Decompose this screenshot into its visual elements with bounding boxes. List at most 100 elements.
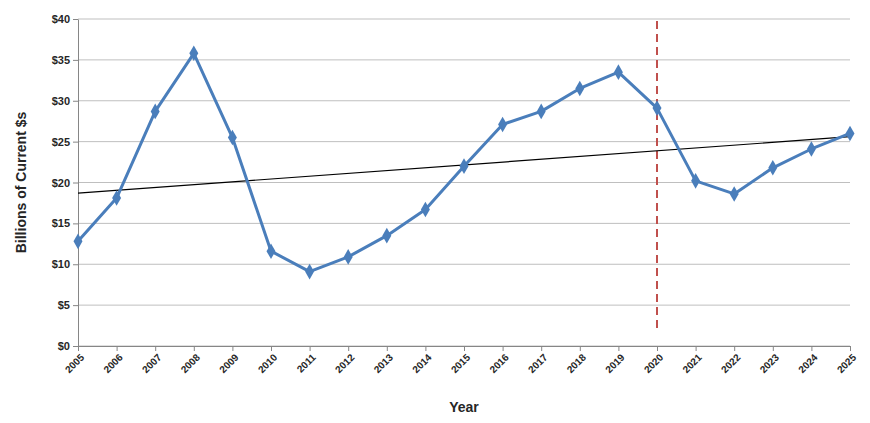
chart: $0$5$10$15$20$25$30$35$40200520062007200… xyxy=(0,0,870,423)
y-tick: $20 xyxy=(52,177,78,189)
x-tick: 2021 xyxy=(680,346,704,375)
y-tick-label: $0 xyxy=(58,340,70,352)
y-tick-label: $10 xyxy=(52,258,70,270)
x-tick-mark xyxy=(541,346,542,351)
x-tick-label: 2013 xyxy=(372,351,396,375)
y-tick-mark xyxy=(73,101,78,102)
x-tick-mark xyxy=(78,346,79,351)
y-tick-mark xyxy=(73,142,78,143)
marker xyxy=(305,264,314,280)
series-line xyxy=(78,53,850,271)
x-tick-label: 2011 xyxy=(295,351,318,374)
x-tick-mark xyxy=(503,346,504,351)
y-tick: $5 xyxy=(58,299,78,311)
x-tick-mark xyxy=(155,346,156,351)
x-tick-mark xyxy=(773,346,774,351)
marker xyxy=(460,158,469,174)
x-tick-label: 2024 xyxy=(796,351,820,375)
x-tick: 2014 xyxy=(410,346,434,375)
marker xyxy=(498,117,507,133)
x-tick-label: 2005 xyxy=(63,351,87,375)
x-tick: 2011 xyxy=(295,346,318,375)
reference-line xyxy=(656,21,658,330)
y-tick-mark xyxy=(73,264,78,265)
x-tick: 2022 xyxy=(719,346,743,375)
x-tick: 2007 xyxy=(140,346,164,375)
y-tick-label: $25 xyxy=(52,136,70,148)
trend-line xyxy=(78,137,850,193)
x-tick: 2010 xyxy=(256,346,280,375)
x-tick-mark xyxy=(580,346,581,351)
x-tick-label: 2025 xyxy=(835,351,859,375)
y-tick: $25 xyxy=(52,136,78,148)
x-tick-label: 2009 xyxy=(217,351,241,375)
x-tick: 2006 xyxy=(101,346,125,375)
marker xyxy=(691,173,700,189)
x-tick: 2023 xyxy=(758,346,782,375)
grid-line xyxy=(78,264,850,265)
marker xyxy=(228,130,237,146)
x-tick: 2018 xyxy=(565,346,589,375)
marker xyxy=(653,100,662,116)
y-tick-label: $15 xyxy=(52,217,70,229)
y-axis-title: Billions of Current $s xyxy=(13,112,29,254)
x-tick: 2009 xyxy=(217,346,241,375)
y-tick-mark xyxy=(73,223,78,224)
grid-line xyxy=(78,141,850,142)
marker xyxy=(189,46,198,62)
grid-line xyxy=(78,100,850,101)
x-tick-label: 2006 xyxy=(101,351,125,375)
x-tick-label: 2010 xyxy=(256,351,280,375)
x-tick-mark xyxy=(850,346,851,351)
x-tick: 2020 xyxy=(642,346,666,375)
x-tick: 2012 xyxy=(333,346,357,375)
marker xyxy=(807,141,816,157)
marker xyxy=(846,126,855,142)
x-tick-label: 2020 xyxy=(642,351,666,375)
marker xyxy=(151,104,160,120)
marker xyxy=(614,64,623,80)
grid-line xyxy=(78,305,850,306)
x-tick-mark xyxy=(696,346,697,351)
x-tick-mark xyxy=(811,346,812,351)
y-tick-mark xyxy=(73,346,78,347)
y-tick: $35 xyxy=(52,54,78,66)
y-tick: $0 xyxy=(58,340,78,352)
marker xyxy=(112,190,121,206)
x-tick: 2005 xyxy=(63,346,87,375)
marker xyxy=(575,81,584,97)
x-tick-label: 2021 xyxy=(680,351,704,375)
x-axis: 2005 2006 2007 2008 2009 2010 2011 2012 2013 2014… xyxy=(63,346,859,375)
marker xyxy=(382,228,391,244)
x-tick-label: 2008 xyxy=(179,351,203,375)
x-tick-mark xyxy=(271,346,272,351)
y-tick-label: $20 xyxy=(52,177,70,189)
x-tick-mark xyxy=(117,346,118,351)
x-tick-label: 2014 xyxy=(410,351,434,375)
x-tick-label: 2017 xyxy=(526,351,550,375)
y-tick-label: $40 xyxy=(52,13,70,25)
y-tick: $15 xyxy=(52,217,78,229)
marker xyxy=(730,186,739,202)
x-tick-mark xyxy=(232,346,233,351)
x-tick-mark xyxy=(348,346,349,351)
x-tick-label: 2019 xyxy=(603,351,627,375)
y-tick-mark xyxy=(73,19,78,20)
y-tick-label: $30 xyxy=(52,95,70,107)
x-tick-label: 2022 xyxy=(719,351,743,375)
y-tick: $30 xyxy=(52,95,78,107)
x-axis-title: Year xyxy=(449,399,479,415)
x-tick-label: 2023 xyxy=(758,351,782,375)
y-tick-label: $5 xyxy=(58,299,70,311)
grid-line xyxy=(78,223,850,224)
x-tick-label: 2015 xyxy=(449,351,473,375)
x-tick: 2013 xyxy=(372,346,396,375)
x-tick: 2025 xyxy=(835,346,859,375)
y-tick-mark xyxy=(73,60,78,61)
x-tick-mark xyxy=(387,346,388,351)
y-axis: $0 $5 $10 $15 $20 $25 $30 $35 $40 xyxy=(52,13,79,352)
grid xyxy=(78,19,850,346)
x-tick-mark xyxy=(194,346,195,351)
plot-area xyxy=(74,21,855,330)
x-tick-mark xyxy=(425,346,426,351)
